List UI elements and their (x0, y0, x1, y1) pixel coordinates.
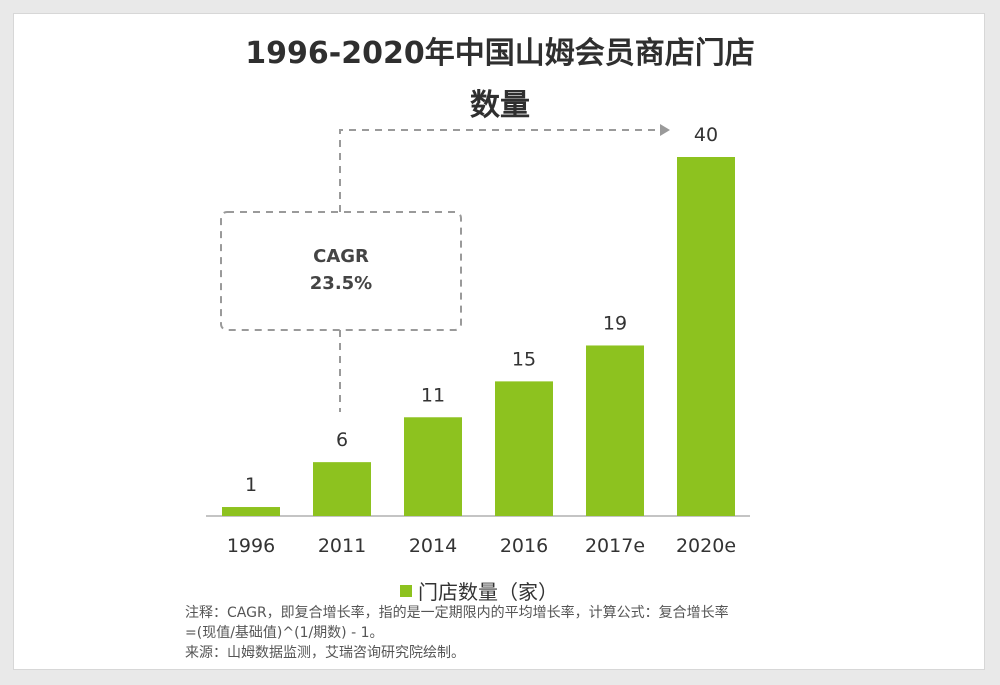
cagr-arrow-line (339, 129, 660, 212)
note-line3: 来源：山姆数据监测，艾瑞咨询研究院绘制。 (185, 645, 465, 661)
x-tick-label-2017e: 2017e (585, 535, 645, 557)
value-label-1996: 1 (245, 474, 257, 496)
bar-1996 (222, 507, 280, 516)
bar-2020e (677, 157, 735, 516)
x-tick-label-2011: 2011 (318, 535, 366, 557)
note-line2: =(现值/基础值)^(1/期数) - 1。 (185, 625, 384, 641)
x-tick-label-1996: 1996 (227, 535, 275, 557)
value-label-2014: 11 (421, 384, 445, 406)
note-line1: 注释：CAGR，即复合增长率，指的是一定期限内的平均增长率，计算公式：复合增长率 (185, 605, 729, 621)
chart-frame (13, 13, 985, 670)
cagr-value: 23.5% (310, 273, 372, 294)
bar-2016 (495, 381, 553, 516)
bar-2014 (404, 417, 462, 516)
bars-group: 1 1996 6 2011 11 2014 15 2016 19 2017e 40 2020e (222, 124, 736, 557)
legend-swatch (400, 584, 412, 597)
chart-title-line1: 1996-2020年中国山姆会员商店门店 (245, 36, 755, 71)
cagr-label: CAGR (313, 246, 369, 267)
x-tick-label-2020e: 2020e (676, 535, 736, 557)
cagr-box (220, 211, 462, 331)
chart-title-line2: 数量 (470, 88, 530, 123)
bar-2011 (313, 462, 371, 516)
value-label-2020e: 40 (694, 124, 718, 146)
legend-label: 门店数量（家） (418, 580, 558, 604)
x-tick-label-2014: 2014 (409, 535, 457, 557)
value-label-2017e: 19 (603, 312, 627, 334)
cagr-arrowhead (660, 124, 670, 136)
x-tick-label-2016: 2016 (500, 535, 548, 557)
value-label-2016: 15 (512, 348, 536, 370)
bar-2017e (586, 345, 644, 516)
value-label-2011: 6 (336, 429, 348, 451)
legend: 门店数量（家） (400, 576, 558, 605)
